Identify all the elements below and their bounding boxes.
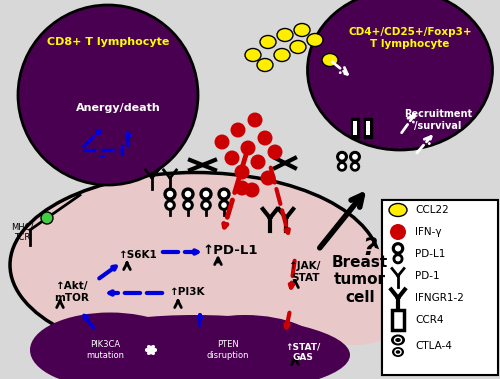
Circle shape xyxy=(350,152,360,162)
Circle shape xyxy=(41,212,53,224)
Circle shape xyxy=(202,191,209,197)
Circle shape xyxy=(219,200,229,210)
Circle shape xyxy=(201,200,211,210)
Bar xyxy=(364,118,372,138)
Text: PTEN
disruption: PTEN disruption xyxy=(207,340,249,360)
Ellipse shape xyxy=(245,49,261,61)
Circle shape xyxy=(214,135,230,149)
Text: CTLA-4: CTLA-4 xyxy=(415,341,452,351)
Circle shape xyxy=(393,254,403,264)
Bar xyxy=(392,310,404,330)
Text: ↑PD-L1: ↑PD-L1 xyxy=(202,243,258,257)
Ellipse shape xyxy=(392,347,404,357)
Circle shape xyxy=(240,141,256,155)
Text: CCR4: CCR4 xyxy=(415,315,444,325)
Circle shape xyxy=(166,191,173,197)
Circle shape xyxy=(164,188,176,200)
Ellipse shape xyxy=(322,53,338,66)
Circle shape xyxy=(395,245,401,252)
Circle shape xyxy=(234,180,250,196)
Circle shape xyxy=(248,113,262,127)
Ellipse shape xyxy=(307,33,323,47)
Text: IFNGR1-2: IFNGR1-2 xyxy=(415,293,464,303)
Circle shape xyxy=(18,5,198,185)
Text: CD4+/CD25+/Foxp3+
T lymphocyte: CD4+/CD25+/Foxp3+ T lymphocyte xyxy=(348,27,472,49)
Ellipse shape xyxy=(274,49,290,61)
Text: ↑STAT/
GAS: ↑STAT/ GAS xyxy=(286,342,320,362)
Bar xyxy=(382,200,497,375)
Circle shape xyxy=(337,152,347,162)
Circle shape xyxy=(220,191,228,197)
Circle shape xyxy=(260,171,276,185)
Circle shape xyxy=(392,243,404,254)
Text: ↑PI3K: ↑PI3K xyxy=(170,287,206,297)
Text: ↑JAK/
STAT: ↑JAK/ STAT xyxy=(289,261,321,283)
Circle shape xyxy=(224,150,240,166)
Circle shape xyxy=(352,154,358,160)
Circle shape xyxy=(185,202,191,208)
Ellipse shape xyxy=(168,315,322,379)
Text: CD8+ T lymphocyte: CD8+ T lymphocyte xyxy=(47,37,169,47)
Circle shape xyxy=(230,122,246,138)
Text: PD-L1: PD-L1 xyxy=(415,249,446,259)
Circle shape xyxy=(268,144,282,160)
Circle shape xyxy=(200,188,212,200)
Circle shape xyxy=(167,202,173,208)
Text: MHC/
TCR: MHC/ TCR xyxy=(11,222,33,242)
Bar xyxy=(366,121,370,135)
Text: ?: ? xyxy=(363,236,378,260)
Text: ↑S6K1: ↑S6K1 xyxy=(118,250,158,260)
Circle shape xyxy=(340,164,344,169)
Text: PIK3CA
mutation: PIK3CA mutation xyxy=(86,340,124,360)
Text: Anergy/death: Anergy/death xyxy=(76,103,160,113)
Circle shape xyxy=(234,164,250,180)
Text: ↑Akt/
mTOR: ↑Akt/ mTOR xyxy=(54,281,90,303)
Ellipse shape xyxy=(30,313,190,379)
Circle shape xyxy=(182,188,194,200)
Ellipse shape xyxy=(389,204,407,216)
Text: –: – xyxy=(98,151,105,165)
Circle shape xyxy=(203,202,209,208)
Bar xyxy=(351,118,359,138)
Circle shape xyxy=(338,162,346,171)
Circle shape xyxy=(221,202,227,208)
Circle shape xyxy=(390,224,406,240)
Ellipse shape xyxy=(260,36,276,49)
Ellipse shape xyxy=(290,41,306,53)
Text: Recruitment
/survival: Recruitment /survival xyxy=(404,109,472,131)
Ellipse shape xyxy=(294,23,310,36)
Ellipse shape xyxy=(277,28,293,41)
Circle shape xyxy=(244,183,260,197)
Ellipse shape xyxy=(40,315,350,379)
Ellipse shape xyxy=(391,335,405,346)
Ellipse shape xyxy=(10,172,380,357)
Circle shape xyxy=(165,200,175,210)
Text: PD-1: PD-1 xyxy=(415,271,440,281)
Ellipse shape xyxy=(257,58,273,72)
Text: Breast
tumor
cell: Breast tumor cell xyxy=(332,255,388,305)
Circle shape xyxy=(339,154,345,160)
Text: CCL22: CCL22 xyxy=(415,205,449,215)
Circle shape xyxy=(218,188,230,200)
Bar xyxy=(382,200,498,375)
Ellipse shape xyxy=(308,0,492,150)
Circle shape xyxy=(350,162,360,171)
Circle shape xyxy=(184,191,192,197)
Circle shape xyxy=(183,200,193,210)
Circle shape xyxy=(250,155,266,169)
Circle shape xyxy=(396,256,400,262)
Circle shape xyxy=(352,164,358,169)
Text: IFN-γ: IFN-γ xyxy=(415,227,442,237)
Circle shape xyxy=(258,130,272,146)
Ellipse shape xyxy=(295,245,415,345)
Bar xyxy=(353,121,357,135)
